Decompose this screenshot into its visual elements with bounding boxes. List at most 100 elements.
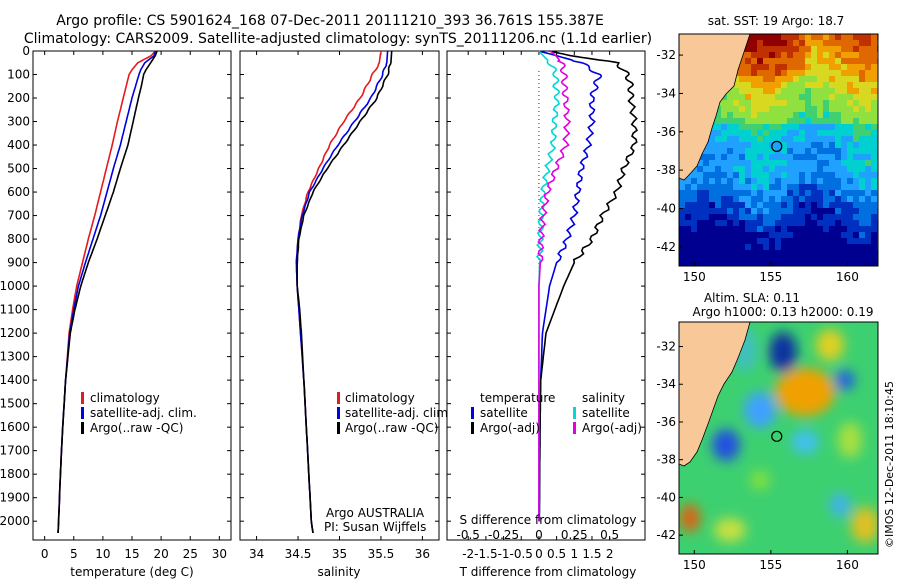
sst-cell — [871, 232, 877, 238]
sst-cell — [829, 52, 835, 58]
sst-cell — [841, 178, 847, 184]
sst-cell — [793, 58, 799, 64]
sst-cell — [805, 190, 811, 196]
map-y-tick-label: -38 — [656, 453, 676, 467]
sst-cell — [853, 112, 859, 118]
sst-cell — [751, 214, 757, 220]
sst-cell — [697, 214, 703, 220]
sst-cell — [847, 208, 853, 214]
sst-cell — [835, 160, 841, 166]
sst-cell — [847, 34, 853, 40]
sst-cell — [727, 100, 733, 106]
sst-cell — [751, 64, 757, 70]
sst-cell — [847, 238, 853, 244]
sst-cell — [757, 244, 763, 250]
sst-cell — [751, 34, 757, 40]
sst-cell — [841, 202, 847, 208]
sst-cell — [781, 184, 787, 190]
sst-cell — [763, 142, 769, 148]
sst-cell — [781, 142, 787, 148]
sst-cell — [691, 220, 697, 226]
argo-pi-note: PI: Susan Wijffels — [324, 520, 426, 534]
sst-cell — [853, 232, 859, 238]
sst-cell — [763, 34, 769, 40]
sst-cell — [787, 52, 793, 58]
sst-cell — [721, 244, 727, 250]
sst-cell — [871, 40, 877, 46]
sst-cell — [835, 238, 841, 244]
sst-cell — [829, 76, 835, 82]
sst-cell — [775, 52, 781, 58]
sst-cell — [829, 244, 835, 250]
sst-cell — [733, 172, 739, 178]
sst-cell — [751, 58, 757, 64]
sst-cell — [835, 262, 841, 266]
sst-cell — [841, 244, 847, 250]
sst-cell — [769, 244, 775, 250]
sst-cell — [865, 256, 871, 262]
sst-cell — [871, 256, 877, 262]
sst-cell — [757, 256, 763, 262]
sst-cell — [727, 118, 733, 124]
sst-cell — [781, 202, 787, 208]
sst-cell — [841, 190, 847, 196]
sst-cell — [757, 172, 763, 178]
sst-cell — [841, 232, 847, 238]
sst-cell — [721, 154, 727, 160]
sst-cell — [787, 136, 793, 142]
x-tick-label: -0.5 — [510, 547, 533, 561]
map-y-tick-label: -32 — [656, 340, 676, 354]
sst-cell — [793, 40, 799, 46]
sst-cell — [739, 76, 745, 82]
sst-cell — [853, 46, 859, 52]
sst-cell — [763, 232, 769, 238]
sst-cell — [841, 118, 847, 124]
x-tick-label: 25 — [183, 547, 198, 561]
sst-cell — [835, 124, 841, 130]
series-line-argo-raw-qc- — [296, 50, 393, 534]
sst-cell — [847, 160, 853, 166]
sst-cell — [847, 40, 853, 46]
sst-cell — [679, 190, 685, 196]
map-y-tick-label: -40 — [656, 201, 676, 215]
sst-cell — [781, 118, 787, 124]
sst-cell — [721, 148, 727, 154]
sst-cell — [793, 88, 799, 94]
sst-cell — [775, 124, 781, 130]
sst-cell — [757, 130, 763, 136]
sst-cell — [835, 130, 841, 136]
sst-cell — [835, 166, 841, 172]
salinity-axes-box — [239, 50, 440, 541]
sst-cell — [853, 256, 859, 262]
sst-cell — [709, 220, 715, 226]
depth-tick-label: 300 — [7, 115, 30, 129]
x-tick-label: 10 — [95, 547, 110, 561]
x-tick-label: 2 — [606, 547, 614, 561]
sst-cell — [865, 226, 871, 232]
sst-cell — [697, 208, 703, 214]
sst-cell — [787, 40, 793, 46]
sst-cell — [739, 256, 745, 262]
sst-cell — [805, 178, 811, 184]
sst-cell — [865, 100, 871, 106]
sst-cell — [781, 208, 787, 214]
sst-cell — [715, 148, 721, 154]
sst-cell — [781, 52, 787, 58]
sst-cell — [739, 172, 745, 178]
sst-cell — [691, 250, 697, 256]
legend-label-t-satellite: satellite — [480, 406, 528, 420]
sst-cell — [703, 256, 709, 262]
legend-label-satellite: satellite-adj. clim. — [90, 406, 197, 420]
s-difference-label: S difference from climatology — [460, 513, 637, 527]
sst-cell — [757, 154, 763, 160]
sst-cell — [841, 94, 847, 100]
sst-cell — [763, 52, 769, 58]
sst-cell — [799, 262, 805, 266]
sst-cell — [697, 160, 703, 166]
sst-cell — [811, 34, 817, 40]
sla-anomaly-blob — [750, 470, 770, 490]
sst-cell — [811, 154, 817, 160]
sst-cell — [697, 244, 703, 250]
sst-cell — [853, 208, 859, 214]
sst-cell — [859, 94, 865, 100]
